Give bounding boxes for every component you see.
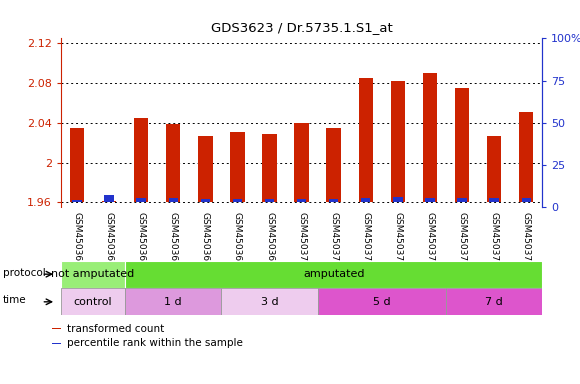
Bar [70,128,84,202]
Bar [52,343,61,344]
Text: percentile rank within the sample: percentile rank within the sample [67,338,242,348]
Title: GDS3623 / Dr.5735.1.S1_at: GDS3623 / Dr.5735.1.S1_at [211,22,393,35]
Bar [327,128,341,202]
Bar [455,88,469,202]
Bar [393,197,403,202]
Text: 7 d: 7 d [485,297,503,307]
Bar [134,118,148,202]
Text: 5 d: 5 d [373,297,391,307]
Bar [425,198,434,202]
Text: GSM450365: GSM450365 [137,212,146,267]
Bar [104,195,114,202]
Text: GSM450371: GSM450371 [329,212,338,267]
Bar [61,261,125,288]
Text: GSM450368: GSM450368 [233,212,242,267]
Bar [297,199,306,202]
Bar [52,328,61,329]
Text: GSM450366: GSM450366 [169,212,177,267]
Bar [391,81,405,202]
Bar [222,288,318,315]
Bar [458,198,467,202]
Text: GSM450370: GSM450370 [297,212,306,267]
Bar [358,78,373,202]
Text: GSM450376: GSM450376 [490,212,499,267]
Text: not amputated: not amputated [52,269,135,279]
Bar [423,73,437,202]
Text: GSM450369: GSM450369 [265,212,274,267]
Bar [72,200,82,202]
Bar [521,198,531,202]
Bar [519,112,534,202]
Text: control: control [74,297,113,307]
Text: transformed count: transformed count [67,324,164,334]
Text: GSM450363: GSM450363 [72,212,81,267]
Bar [125,261,542,288]
Bar [262,134,277,202]
Bar [361,198,371,202]
Bar [265,199,274,202]
Bar [233,199,242,202]
Bar [230,132,245,202]
Bar [166,124,180,202]
Text: GSM450375: GSM450375 [458,212,466,267]
Text: 1 d: 1 d [164,297,182,307]
Text: GSM450367: GSM450367 [201,212,210,267]
Bar [201,199,210,202]
Text: 3 d: 3 d [260,297,278,307]
Text: time: time [3,295,27,306]
Text: GSM450374: GSM450374 [426,212,434,267]
Text: GSM450372: GSM450372 [361,212,370,267]
Text: GSM450377: GSM450377 [522,212,531,267]
Bar [295,123,309,202]
Bar [169,198,178,202]
Bar [487,136,501,202]
Bar [318,288,446,315]
Text: GSM450364: GSM450364 [104,212,114,267]
Bar [446,288,542,315]
Bar [61,288,125,315]
Bar [490,198,499,202]
Bar [136,198,146,202]
Bar [102,201,116,202]
Text: protocol: protocol [3,268,46,278]
Text: amputated: amputated [303,269,364,279]
Bar [329,199,338,202]
Text: GSM450373: GSM450373 [393,212,403,267]
Bar [198,136,212,202]
Bar [125,288,222,315]
